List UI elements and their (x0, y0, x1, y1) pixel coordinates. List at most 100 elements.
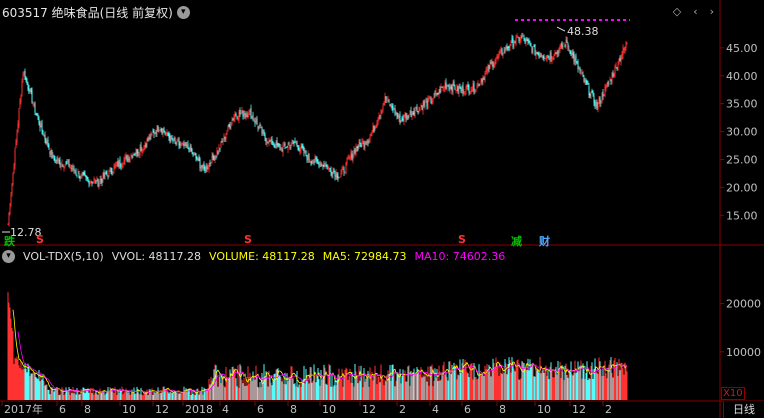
signal-marker[interactable]: 减 (511, 235, 522, 248)
candle-body (405, 113, 407, 120)
volume-bar (112, 391, 114, 400)
candle-body (238, 111, 240, 120)
volume-bar (235, 378, 237, 400)
candle-body (450, 86, 452, 89)
candle-body (288, 142, 290, 145)
candle-body (30, 87, 32, 93)
candle-body (518, 37, 520, 42)
volume-bar (238, 387, 240, 400)
volume-bar (534, 376, 536, 400)
signal-marker[interactable]: S (244, 233, 252, 246)
candle-body (224, 136, 226, 139)
volume-bar (586, 361, 588, 400)
volume-bar (269, 377, 271, 400)
volume-bar (457, 374, 459, 400)
volume-indicator-row: ▾ VOL-TDX(5,10) VVOL: 48117.28 VOLUME: 4… (2, 248, 505, 264)
candle-body (334, 174, 336, 177)
header-icons: ◇ ‹ › (673, 5, 714, 18)
chevron-down-icon[interactable]: ▾ (176, 5, 190, 19)
candle-body (166, 131, 168, 135)
diamond-icon[interactable]: ◇ (672, 5, 682, 18)
volume-bar (588, 377, 590, 400)
volume-bar (614, 357, 616, 400)
indicator-name[interactable]: VOL-TDX(5,10) (23, 249, 104, 263)
volume-bar (168, 393, 170, 400)
signal-marker[interactable]: 跌 (4, 235, 15, 248)
volume-bar (162, 386, 164, 400)
volume-bar (29, 376, 31, 400)
candle-body (319, 163, 321, 165)
volume-bar (435, 377, 437, 400)
candle-body (250, 108, 252, 119)
volume-bar (60, 389, 62, 400)
candle-body (254, 120, 256, 124)
volume-bar (410, 371, 412, 400)
candle-body (195, 153, 197, 159)
candle-body (505, 45, 507, 50)
candle-body (566, 39, 568, 43)
chevron-right-icon[interactable]: › (709, 5, 714, 18)
volume-bar (317, 367, 319, 400)
volume-bar (181, 392, 183, 400)
candle-body (148, 136, 150, 140)
candle-body (337, 176, 339, 179)
volume-bar (32, 372, 34, 400)
volume-bar (111, 388, 113, 400)
candle-body (49, 151, 51, 155)
candle-body (336, 173, 338, 178)
candle-body (439, 89, 441, 94)
candle-body (577, 61, 579, 69)
volume-bar (342, 386, 344, 400)
signal-marker[interactable]: S (458, 233, 466, 246)
volume-bar (296, 370, 298, 400)
candle-body (215, 155, 217, 157)
candle-body (477, 83, 479, 85)
volume-bar (564, 365, 566, 400)
volume-bar (180, 393, 182, 400)
chevron-down-icon[interactable]: ▾ (2, 249, 15, 263)
volume-bar (580, 360, 582, 400)
volume-bar (549, 366, 551, 400)
candle-body (154, 132, 156, 134)
candle-body (131, 156, 133, 159)
candle-body (283, 142, 285, 147)
candle-body (593, 95, 595, 103)
candle-body (221, 141, 223, 142)
volume-bar (603, 375, 605, 400)
volume-bar (613, 360, 615, 400)
candle-body (11, 183, 13, 194)
candle-body (34, 103, 36, 113)
candle-body (523, 36, 525, 40)
volume-bar (358, 365, 360, 400)
volume-bar (163, 386, 165, 400)
candle-body (150, 132, 152, 140)
volume-bar (458, 375, 460, 400)
candle-body (481, 79, 483, 82)
volume-bar (625, 364, 627, 400)
volume-bar (30, 373, 32, 400)
signal-marker[interactable]: S (36, 233, 44, 246)
volume-bar (13, 364, 15, 400)
signal-marker[interactable]: 财 (539, 235, 550, 248)
volume-bar (511, 357, 513, 400)
volume-bar (58, 395, 60, 400)
volume-bar (264, 377, 266, 400)
volume-bar (475, 376, 477, 400)
volume-bar (551, 369, 553, 400)
candle-body (281, 149, 283, 151)
volume-bar (347, 379, 349, 400)
volume-bar (477, 378, 479, 400)
volume-bar (31, 373, 33, 400)
volume-bar (370, 374, 372, 400)
volume-bar (147, 395, 149, 400)
candle-body (65, 162, 67, 164)
x-tick-label: 6 (257, 403, 264, 416)
volume-bar (69, 395, 71, 400)
candle-body (77, 171, 79, 174)
chevron-left-icon[interactable]: ‹ (693, 5, 698, 18)
candle-body (468, 85, 470, 93)
candle-body (41, 122, 43, 131)
candle-body (529, 44, 531, 45)
period-button[interactable]: 日线 (723, 401, 764, 418)
